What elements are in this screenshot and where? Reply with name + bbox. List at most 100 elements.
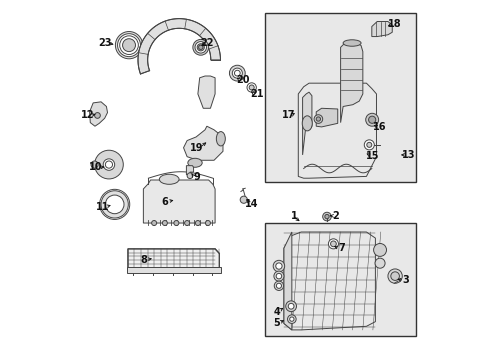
Text: 4: 4 (273, 307, 280, 316)
Text: 10: 10 (89, 162, 102, 172)
Circle shape (100, 189, 129, 220)
Circle shape (374, 258, 384, 268)
Circle shape (105, 161, 112, 168)
Circle shape (273, 260, 284, 272)
Circle shape (390, 272, 399, 280)
Circle shape (273, 271, 284, 281)
Circle shape (100, 156, 117, 173)
Circle shape (174, 221, 179, 226)
Text: 6: 6 (161, 197, 168, 207)
Circle shape (97, 153, 120, 176)
Circle shape (322, 212, 330, 221)
Circle shape (205, 221, 210, 226)
Text: 13: 13 (401, 150, 415, 160)
Text: 20: 20 (236, 75, 249, 85)
Circle shape (117, 34, 140, 57)
Text: 14: 14 (244, 199, 258, 210)
Text: 16: 16 (372, 122, 386, 132)
Circle shape (368, 116, 375, 123)
Polygon shape (316, 108, 337, 127)
Circle shape (197, 44, 204, 51)
Text: 12: 12 (81, 111, 94, 121)
Text: 19: 19 (190, 143, 203, 153)
Text: 11: 11 (96, 202, 109, 212)
Circle shape (249, 85, 254, 90)
Circle shape (373, 243, 386, 256)
Text: 8: 8 (140, 255, 146, 265)
Polygon shape (198, 76, 215, 108)
Circle shape (151, 221, 156, 226)
Circle shape (366, 142, 371, 147)
Circle shape (198, 45, 203, 49)
Circle shape (94, 113, 100, 118)
Text: 2: 2 (332, 211, 339, 221)
Polygon shape (138, 19, 220, 74)
Circle shape (122, 39, 135, 51)
Circle shape (105, 195, 124, 214)
Text: 21: 21 (249, 89, 263, 99)
Text: 1: 1 (291, 211, 298, 221)
Circle shape (285, 301, 296, 312)
Circle shape (365, 113, 378, 126)
Circle shape (115, 32, 142, 59)
Ellipse shape (187, 158, 202, 167)
Circle shape (287, 315, 296, 323)
Polygon shape (183, 126, 223, 160)
Circle shape (94, 150, 123, 179)
Circle shape (274, 281, 283, 291)
Polygon shape (284, 232, 375, 330)
Circle shape (240, 196, 247, 203)
Circle shape (313, 115, 322, 123)
Text: 15: 15 (366, 150, 379, 161)
Circle shape (316, 117, 320, 121)
Circle shape (232, 68, 242, 78)
Text: 3: 3 (402, 275, 408, 285)
Text: 7: 7 (337, 243, 344, 253)
Circle shape (276, 283, 281, 288)
Circle shape (195, 221, 200, 226)
Ellipse shape (159, 174, 179, 184)
Bar (265, 223, 415, 336)
Circle shape (101, 191, 128, 218)
Text: 23: 23 (99, 38, 112, 48)
Polygon shape (302, 92, 311, 155)
Ellipse shape (216, 132, 225, 146)
Circle shape (103, 159, 115, 170)
Circle shape (276, 273, 281, 279)
Circle shape (275, 263, 282, 269)
Bar (265, 13, 415, 182)
Circle shape (330, 241, 336, 247)
Circle shape (246, 83, 256, 92)
Circle shape (184, 221, 189, 226)
Text: 9: 9 (193, 172, 200, 183)
Circle shape (229, 65, 244, 81)
Circle shape (387, 269, 402, 283)
Text: 5: 5 (273, 319, 280, 328)
Ellipse shape (343, 40, 360, 46)
Circle shape (120, 36, 138, 54)
Text: 18: 18 (387, 19, 401, 29)
Circle shape (192, 40, 208, 55)
Polygon shape (371, 22, 391, 37)
Circle shape (162, 221, 167, 226)
Ellipse shape (302, 116, 312, 131)
Polygon shape (143, 180, 215, 223)
Circle shape (324, 215, 328, 219)
Circle shape (187, 173, 192, 179)
Text: 17: 17 (281, 111, 294, 121)
Circle shape (364, 140, 373, 150)
Circle shape (91, 161, 98, 168)
Polygon shape (298, 83, 376, 178)
Circle shape (234, 70, 240, 76)
Polygon shape (284, 232, 291, 330)
Polygon shape (340, 42, 362, 123)
Circle shape (328, 239, 338, 249)
Text: 22: 22 (200, 38, 213, 48)
Circle shape (287, 303, 293, 309)
Polygon shape (89, 102, 107, 126)
Circle shape (195, 41, 206, 53)
Circle shape (289, 317, 293, 321)
Polygon shape (128, 249, 219, 269)
Bar (126, 267, 221, 273)
Polygon shape (186, 166, 193, 175)
